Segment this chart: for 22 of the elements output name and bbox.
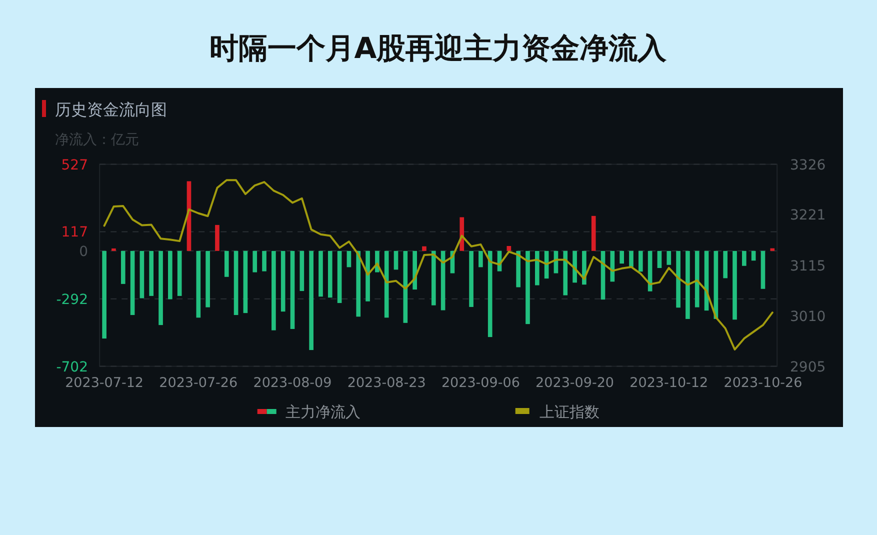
ytick-label: 527 [61, 157, 88, 174]
y2tick-label: 2905 [790, 359, 826, 376]
y2tick-label: 3326 [790, 157, 826, 174]
y2tick-label: 3115 [790, 258, 826, 275]
xtick-label: 2023-07-26 [159, 375, 238, 391]
legend-label: 主力净流入 [285, 403, 360, 421]
ytick-label: -702 [56, 359, 88, 376]
xtick-label: 2023-08-23 [347, 375, 426, 391]
xtick-label: 2023-09-20 [536, 375, 614, 391]
y2tick-label: 3221 [790, 208, 826, 224]
xtick-label: 2023-07-12 [65, 375, 144, 391]
ytick-label: 0 [79, 244, 88, 260]
legend-label: 上证指数 [539, 403, 600, 421]
subtitle: 历史资金流向图 [55, 100, 167, 119]
ytick-label: -292 [56, 292, 88, 308]
xtick-label: 2023-08-09 [253, 375, 332, 391]
xtick-label: 2023-10-12 [630, 375, 708, 391]
ytick-label: 117 [61, 224, 88, 241]
title: 时隔一个月A股再迎主力资金净流入 [209, 31, 667, 65]
y2tick-label: 3010 [790, 308, 826, 325]
xtick-label: 2023-09-06 [441, 375, 520, 391]
xtick-label: 2023-10-26 [724, 375, 802, 391]
